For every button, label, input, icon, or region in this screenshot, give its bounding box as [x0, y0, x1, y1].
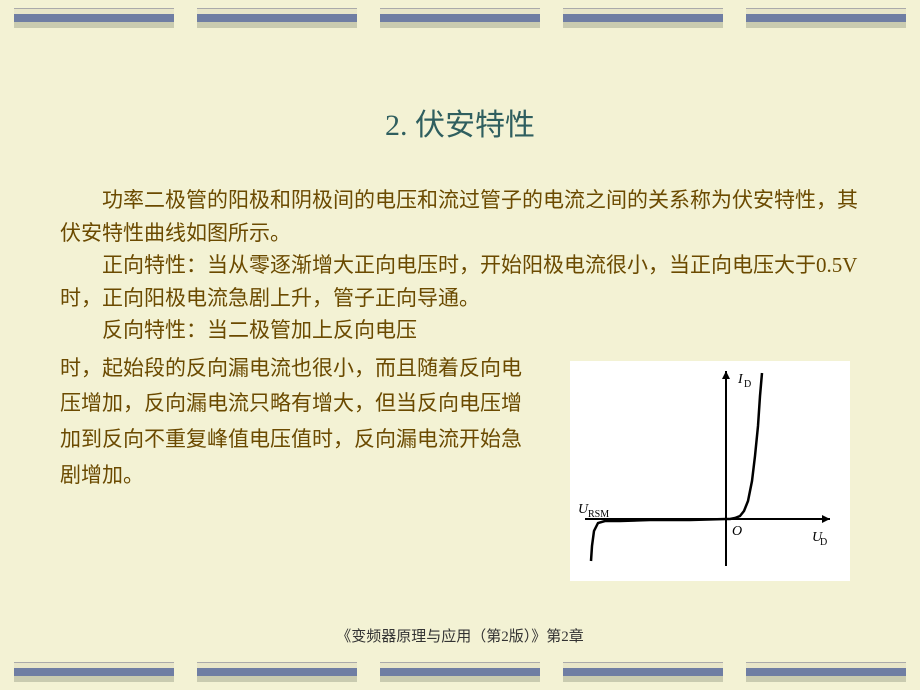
- paragraph-2: 正向特性：当从零逐渐增大正向电压时，开始阳极电流很小，当正向电压大于0.5V时，…: [60, 249, 860, 314]
- decor-bar: [14, 8, 174, 28]
- decor-bar: [380, 662, 540, 682]
- diagram-wrap: OIDUDURSM: [560, 351, 860, 581]
- slide-content: 2. 伏安特性 功率二极管的阳极和阴极间的电压和流过管子的电流之间的关系称为伏安…: [0, 60, 920, 581]
- svg-text:RSM: RSM: [588, 509, 609, 520]
- svg-text:I: I: [737, 372, 744, 387]
- slide-title: 2. 伏安特性: [60, 100, 860, 144]
- slide-footer: 《变频器原理与应用（第2版）》第2章: [0, 625, 920, 646]
- paragraph-3-lead: 反向特性：当二极管加上反向电压: [60, 314, 860, 347]
- decor-bar: [563, 8, 723, 28]
- decor-bottom: [0, 662, 920, 682]
- decor-bar: [746, 8, 906, 28]
- svg-text:D: D: [820, 537, 827, 548]
- iv-curve-diagram: OIDUDURSM: [570, 361, 850, 581]
- paragraph-3-rest: 时，起始段的反向漏电流也很小，而且随着反向电压增加，反向漏电流只略有增大，但当反…: [60, 351, 540, 581]
- split-row: 时，起始段的反向漏电流也很小，而且随着反向电压增加，反向漏电流只略有增大，但当反…: [60, 351, 860, 581]
- decor-bar: [14, 662, 174, 682]
- decor-bar: [563, 662, 723, 682]
- paragraph-1: 功率二极管的阳极和阴极间的电压和流过管子的电流之间的关系称为伏安特性，其伏安特性…: [60, 184, 860, 249]
- decor-bar: [746, 662, 906, 682]
- svg-text:O: O: [732, 524, 742, 539]
- svg-text:D: D: [744, 379, 751, 390]
- decor-bar: [380, 8, 540, 28]
- decor-bar: [197, 8, 357, 28]
- decor-bar: [197, 662, 357, 682]
- decor-top: [0, 8, 920, 28]
